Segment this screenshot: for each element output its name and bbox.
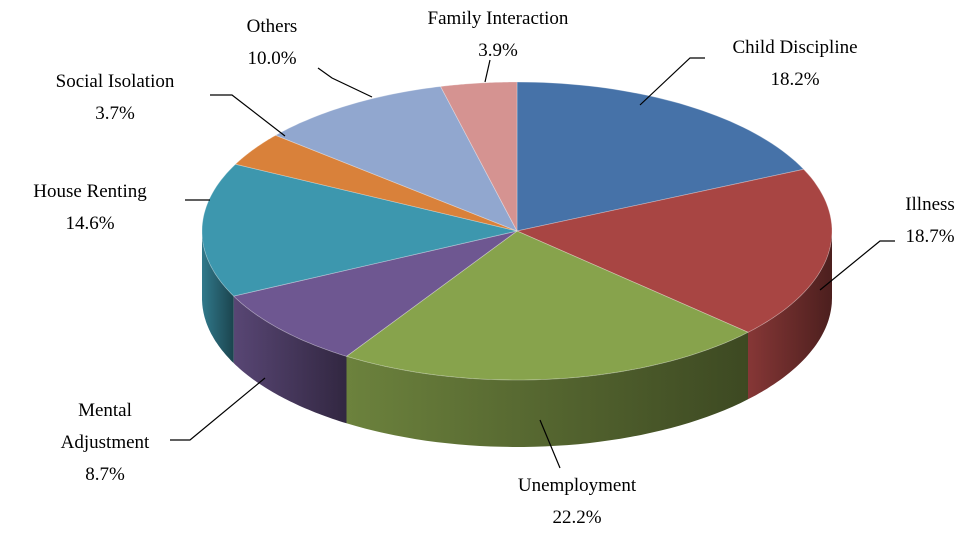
slice <box>439 81 518 232</box>
slice-value: 22.2% <box>552 507 602 528</box>
slice-label: Child Discipline 18.2% <box>732 32 857 96</box>
slice-value: 18.7% <box>905 226 955 247</box>
slice-side <box>202 231 234 364</box>
slice-name: Mental Adjustment <box>60 400 150 453</box>
slice-value: 18.2% <box>770 69 820 90</box>
slice-name: Others <box>246 16 298 37</box>
slice <box>201 163 518 297</box>
slice-label: Illness 18.7% <box>905 189 955 253</box>
slice-label: Social Isolation 3.7% <box>56 66 175 130</box>
slice-side <box>748 231 832 400</box>
slice <box>516 81 805 232</box>
leader-line <box>170 377 266 441</box>
slice-value: 3.7% <box>95 103 135 124</box>
slice-name: Unemployment <box>517 475 637 496</box>
slice-value: 10.0% <box>247 48 297 69</box>
leader-line <box>210 94 286 137</box>
slice <box>515 168 833 333</box>
slice-value: 3.9% <box>478 40 518 61</box>
leader-line <box>819 240 895 291</box>
slice-name: House Renting <box>33 181 147 202</box>
slice <box>234 134 518 232</box>
slice <box>274 86 518 232</box>
slice-value: 8.7% <box>85 464 125 485</box>
leader-line <box>539 419 561 469</box>
slice-label: Unemployment 22.2% <box>518 470 636 534</box>
slice-name: Child Discipline <box>732 37 858 58</box>
slice <box>232 230 518 357</box>
leader-line <box>317 67 373 98</box>
slice-side <box>233 296 347 424</box>
slice-name: Family Interaction <box>427 8 569 29</box>
slice-name: Social Isolation <box>55 71 175 92</box>
slice-side <box>346 332 748 447</box>
leader-line <box>484 59 491 83</box>
slice-label: Mental Adjustment 8.7% <box>50 395 160 491</box>
slice-name: Illness <box>905 194 955 215</box>
slice-label: House Renting 14.6% <box>33 176 146 240</box>
slice-label: Others 10.0% <box>247 11 298 75</box>
slice-value: 14.6% <box>65 213 115 234</box>
leader-line <box>639 57 705 106</box>
slice <box>345 230 749 381</box>
slice-label: Family Interaction 3.9% <box>428 3 569 67</box>
